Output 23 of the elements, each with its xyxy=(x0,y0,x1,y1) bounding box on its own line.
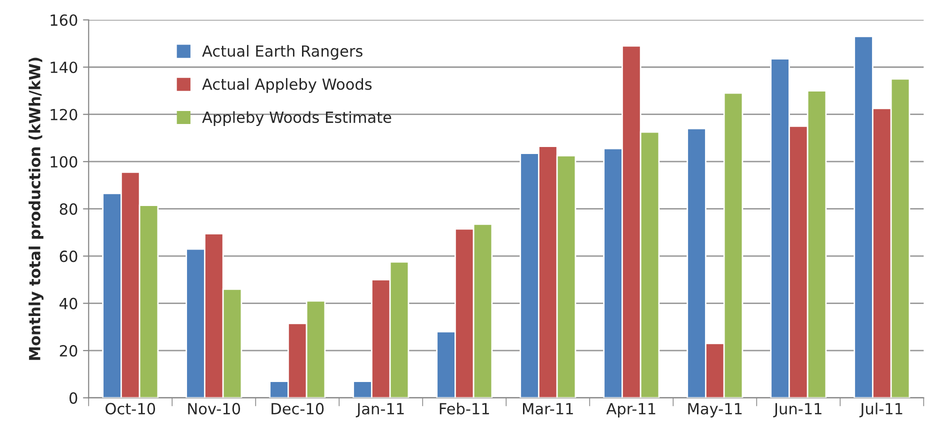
y-tick-label: 60 xyxy=(60,250,78,262)
x-tick-label: Feb-11 xyxy=(440,402,489,414)
legend-label: Actual Earth Rangers xyxy=(202,44,362,60)
legend-label: Actual Appleby Woods xyxy=(202,78,372,93)
y-tick-label: 120 xyxy=(50,108,78,120)
y-tick-label: 80 xyxy=(60,203,78,215)
x-tick-label: Jan-11 xyxy=(356,403,404,418)
y-tick-label: 160 xyxy=(50,14,78,26)
x-tick-label: May-11 xyxy=(688,403,742,418)
y-tick-label: 20 xyxy=(60,345,78,357)
y-tick-label: 0 xyxy=(70,392,78,404)
legend-label: Appleby Woods Estimate xyxy=(202,111,392,126)
x-tick-label: Mar-11 xyxy=(523,403,573,414)
x-tick-label: Oct-10 xyxy=(106,402,156,414)
y-axis-title: Monthly total production (kWh/kW) xyxy=(28,58,44,360)
x-tick-label: Dec-10 xyxy=(272,402,324,414)
x-tick-label: Apr-11 xyxy=(606,403,656,418)
x-tick-label: Nov-10 xyxy=(188,402,240,414)
y-tick-label: 140 xyxy=(50,62,78,74)
x-tick-label: Jun-11 xyxy=(773,403,822,418)
y-tick-label: 100 xyxy=(50,156,78,168)
y-tick-label: 40 xyxy=(60,298,78,310)
x-tick-label: Jul-11 xyxy=(859,402,902,418)
